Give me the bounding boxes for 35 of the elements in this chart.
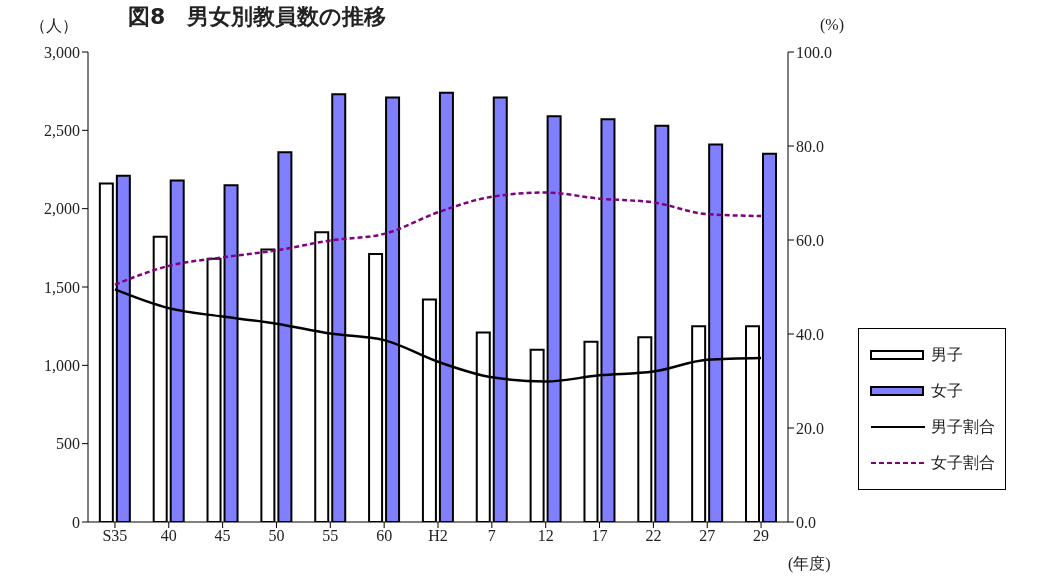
x-tick-label: 22 <box>645 527 662 545</box>
legend-label: 男子割合 <box>931 416 995 438</box>
x-tick-label: 17 <box>591 527 608 545</box>
legend-label: 女子割合 <box>931 452 995 474</box>
x-tick-label: 45 <box>214 527 231 545</box>
x-tick-label: 50 <box>268 527 285 545</box>
y-tick-label: 1,500 <box>44 278 80 296</box>
y2-axis-title: (%) <box>820 16 844 34</box>
y-axis-title: （人） <box>30 16 78 36</box>
y-tick-label: 2,000 <box>44 200 80 218</box>
x-tick-label: 29 <box>753 527 770 545</box>
y2-tick-label: 80.0 <box>796 137 824 155</box>
legend-label: 女子 <box>931 380 963 402</box>
chart-title: 図8 男女別教員数の推移 <box>128 3 387 31</box>
y2-tick-label: 20.0 <box>796 419 824 437</box>
y-tick-label: 0 <box>72 513 80 531</box>
x-axis-title: (年度) <box>788 554 831 575</box>
x-tick-label: 27 <box>699 527 716 545</box>
x-tick-label: 7 <box>487 527 496 545</box>
y-tick-label: 1,000 <box>44 357 80 375</box>
line-series <box>113 191 763 286</box>
x-tick-label: 55 <box>322 527 339 545</box>
x-tick-label: 40 <box>160 527 177 545</box>
x-tick-label: 60 <box>376 527 393 545</box>
x-tick-label: 12 <box>537 527 554 545</box>
y2-tick-label: 60.0 <box>796 231 824 249</box>
y-tick-label: 2,500 <box>44 122 80 140</box>
y2-tick-label: 100.0 <box>796 43 832 61</box>
y-tick-label: 3,000 <box>44 43 80 61</box>
y-tick-label: 500 <box>56 435 80 453</box>
y2-tick-label: 0.0 <box>796 513 816 531</box>
x-tick-label: H2 <box>428 527 448 545</box>
x-tick-label: S35 <box>102 527 128 545</box>
y2-tick-label: 40.0 <box>796 325 824 343</box>
legend-label: 男子 <box>931 344 963 366</box>
